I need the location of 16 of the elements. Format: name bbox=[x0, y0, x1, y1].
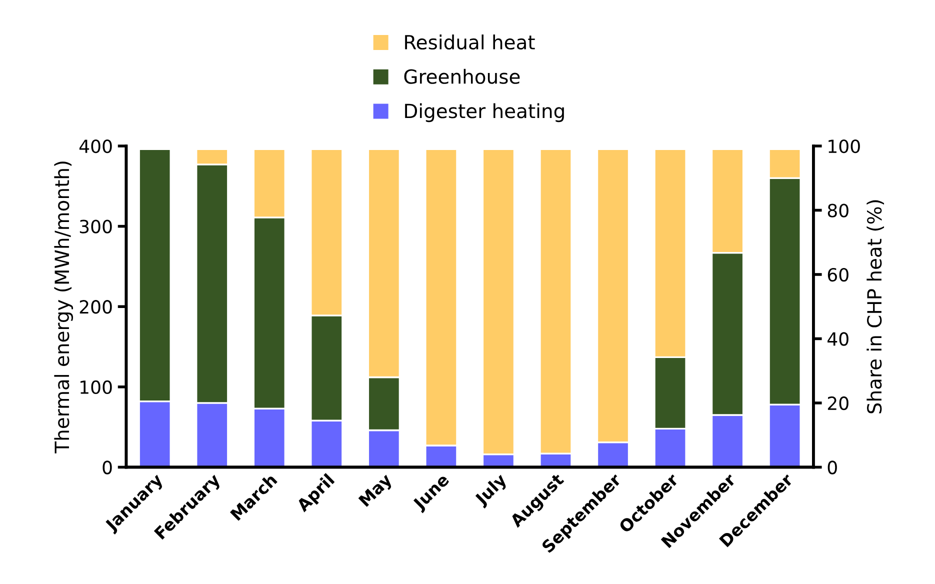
y-tick-label: 0 bbox=[102, 460, 112, 474]
y2-tick-label: 100 bbox=[828, 139, 860, 154]
y-tick-label: 200 bbox=[80, 300, 112, 314]
y2-axis-title: Share in CHP heat (%) bbox=[866, 200, 884, 414]
y2-tick-label: 20 bbox=[828, 396, 848, 410]
legend-label: Greenhouse bbox=[404, 68, 520, 84]
y2-tick-label: 40 bbox=[828, 332, 848, 346]
y2-tick-label: 0 bbox=[828, 460, 837, 474]
legend-label: Residual heat bbox=[405, 34, 535, 50]
y2-tick-label: 60 bbox=[828, 268, 848, 282]
y-tick-label: 100 bbox=[80, 380, 112, 394]
y2-tick-label: 80 bbox=[828, 204, 848, 218]
y-axis-title: Thermal energy (MWh/month) bbox=[54, 162, 74, 454]
y-tick-label: 300 bbox=[80, 220, 112, 234]
legend-label: Digester heating bbox=[405, 103, 564, 122]
y-tick-label: 400 bbox=[79, 139, 112, 154]
